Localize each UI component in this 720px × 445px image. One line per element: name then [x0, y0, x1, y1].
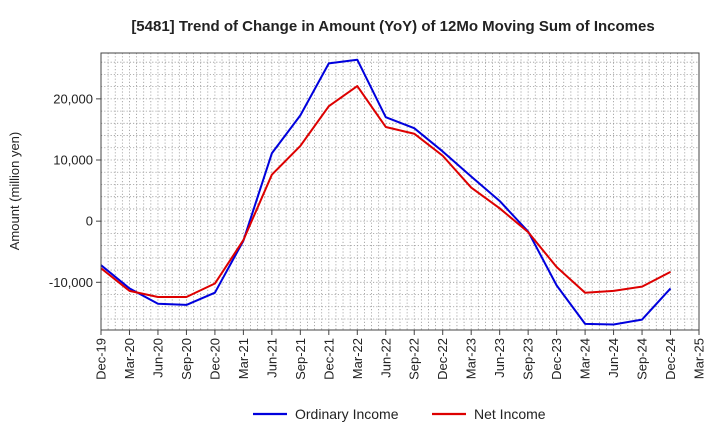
x-tick-label: Sep-22	[407, 338, 422, 380]
y-tick-label: 0	[86, 214, 93, 229]
y-tick-label: 10,000	[53, 153, 93, 168]
y-axis-label: Amount (million yen)	[7, 132, 22, 251]
x-tick-label: Dec-19	[94, 338, 109, 380]
x-tick-label: Mar-20	[122, 338, 137, 379]
y-tick-label: -10,000	[49, 275, 93, 290]
plot-border	[100, 52, 700, 331]
x-tick-label: Jun-23	[492, 338, 507, 378]
x-tick-label: Sep-21	[293, 338, 308, 380]
legend-label-ordinary-income: Ordinary Income	[295, 406, 399, 422]
x-tick-label: Mar-24	[578, 338, 593, 379]
x-tick-label: Mar-23	[464, 338, 479, 379]
x-tick-label: Mar-25	[692, 338, 707, 379]
x-tick-label: Jun-21	[264, 338, 279, 378]
legend: Ordinary Income Net Income	[253, 406, 546, 422]
x-tick-label: Mar-21	[236, 338, 251, 379]
x-tick-label: Jun-24	[606, 338, 621, 378]
x-tick-label: Dec-20	[207, 338, 222, 380]
x-tick-label: Jun-22	[378, 338, 393, 378]
series-line-net-income	[100, 85, 671, 298]
x-tick-label: Dec-22	[435, 338, 450, 380]
x-tick-label: Jun-20	[150, 338, 165, 378]
x-tick-label: Dec-21	[321, 338, 336, 380]
series-layer	[100, 58, 672, 326]
x-tick-label: Sep-24	[635, 338, 650, 380]
chart-title: [5481] Trend of Change in Amount (YoY) o…	[131, 18, 654, 35]
x-tick-label: Sep-20	[179, 338, 194, 380]
x-tick-label: Mar-22	[350, 338, 365, 379]
x-tick-label: Dec-24	[663, 338, 678, 380]
x-tick-layer: Dec-19 Mar-20 Jun-20 Sep-20 Dec-20 Mar-21 Jun-…	[94, 330, 707, 380]
x-tick-label: Dec-23	[549, 338, 564, 380]
legend-label-net-income: Net Income	[474, 406, 546, 422]
y-tick-layer: -10,000 0 10,000 20,000	[49, 91, 101, 290]
y-tick-label: 20,000	[53, 91, 93, 106]
series-line-ordinary-income	[100, 58, 672, 326]
x-tick-label: Sep-23	[521, 338, 536, 380]
